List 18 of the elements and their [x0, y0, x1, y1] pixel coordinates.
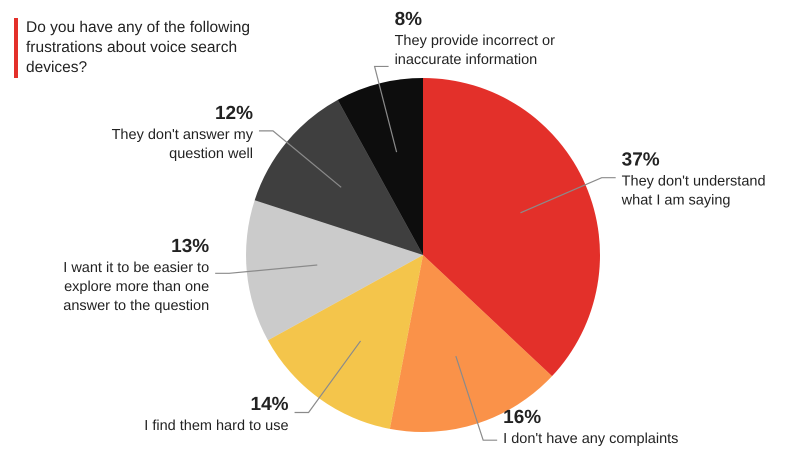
data-label: 14% [250, 394, 289, 416]
data-label: 8% [394, 9, 422, 30]
pie-slice [423, 78, 600, 376]
pie-slice [338, 78, 423, 255]
pie-slice [254, 100, 423, 255]
slice-label: I find them hard to use [144, 418, 289, 434]
slice-label: I don't have any complaints [503, 431, 678, 447]
slice-label: They don't answer my question well [112, 126, 254, 162]
slice-label: They provide incorrect or inaccurate information [394, 33, 556, 68]
pie-slice [246, 200, 423, 340]
data-label: 37% [622, 150, 660, 171]
data-label: 16% [503, 407, 542, 428]
text: Do you have any of the following frustrations about voice search devices? [26, 18, 250, 78]
slice-label: They don't understand what I am saying [620, 174, 766, 209]
pie-slice [390, 255, 552, 432]
data-label: 12% [214, 102, 254, 124]
slice-label: I want it to be easier to explore more than one answer to the question [63, 260, 210, 314]
data-label: 13% [171, 236, 210, 257]
